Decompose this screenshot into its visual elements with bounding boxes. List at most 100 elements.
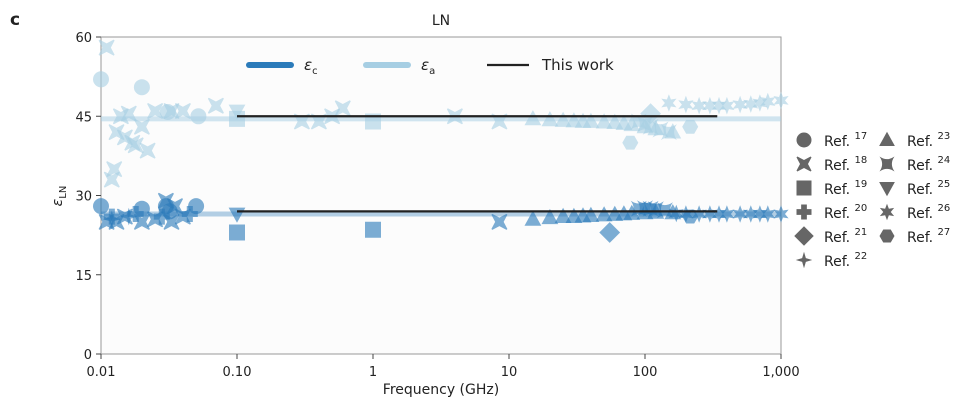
point-ref26-eps-a — [691, 96, 707, 115]
axes: 0.01 0.10 1 10 100 1,000 0 15 30 45 60 — [75, 31, 799, 380]
point-ref22-eps-c — [103, 210, 121, 229]
series-legend: εc εa This work — [246, 56, 614, 77]
point-ref27-eps-a — [682, 119, 699, 134]
panel-label: c — [10, 10, 20, 30]
point-ref18-eps-a — [127, 137, 144, 154]
point-ref18-eps-c — [157, 192, 174, 209]
point-ref23-eps-a — [623, 115, 641, 132]
y-tick-label: 15 — [75, 269, 92, 284]
point-ref27-eps-c — [682, 209, 699, 224]
point-ref26-eps-a — [732, 95, 748, 114]
point-ref26-eps-a — [773, 91, 789, 110]
y-tick-label: 0 — [84, 348, 92, 363]
point-ref22-eps-c — [120, 207, 138, 226]
this-work-lines — [237, 115, 718, 213]
point-ref18-eps-a — [133, 118, 150, 135]
y-tick-label: 60 — [75, 31, 92, 46]
point-ref26-eps-a — [702, 96, 718, 115]
legend-marker-ref18 — [796, 156, 812, 172]
point-ref18-eps-a — [147, 103, 164, 119]
point-ref23-eps-c — [582, 206, 600, 222]
point-ref18-eps-a — [334, 100, 351, 117]
point-ref26-eps-a — [752, 94, 768, 112]
x-tick-label: 0.10 — [223, 365, 252, 380]
point-ref25-eps-a — [228, 104, 246, 120]
point-ref17-eps-a — [93, 71, 109, 88]
legend-marker-ref17 — [796, 132, 812, 148]
point-ref18-eps-a — [491, 113, 508, 130]
legend-marker-ref23 — [879, 131, 895, 146]
point-ref18-eps-a — [310, 113, 327, 130]
point-ref26-eps-c — [743, 205, 759, 223]
point-ref21-eps-a — [640, 103, 661, 124]
legend-label-ref24: Ref. 24 — [907, 155, 950, 174]
point-ref26-eps-c — [732, 205, 748, 223]
point-ref26-eps-a — [743, 95, 759, 113]
point-ref21-eps-c — [599, 222, 621, 243]
legend-marker-ref26 — [879, 203, 895, 221]
point-ref18-eps-c — [167, 198, 183, 215]
y-tick-label: 30 — [75, 190, 92, 205]
point-ref26-eps-c — [760, 205, 776, 223]
y-axis-subscript: LN — [58, 186, 69, 199]
point-ref17-eps-a — [133, 79, 150, 96]
point-ref23-eps-a — [554, 111, 572, 127]
point-ref19-eps-c — [229, 224, 245, 241]
legend-label-ref22: Ref. 22 — [824, 251, 867, 270]
point-ref18-eps-a — [207, 97, 224, 114]
point-ref23-eps-a — [541, 111, 559, 127]
reference-legend: Ref. 17 Ref. 18 Ref. 19 Ref. 20 Ref. 21 Ref. … — [794, 131, 950, 270]
point-ref26-eps-c — [668, 204, 684, 223]
legend-marker-ref20 — [796, 204, 812, 220]
legend-marker-ref19 — [796, 180, 812, 196]
point-ref20-eps-c — [127, 206, 144, 222]
point-ref18-eps-a — [293, 113, 310, 130]
point-ref23-eps-c — [541, 208, 559, 225]
legend-label-eps-c: εc — [304, 56, 318, 77]
point-ref27-eps-a — [622, 135, 639, 150]
y-axis-label: εLN — [50, 186, 69, 207]
point-ref18-eps-a — [163, 103, 180, 119]
point-ref20-eps-c — [153, 208, 170, 225]
point-ref26-eps-c — [702, 205, 718, 223]
point-ref26-eps-c — [719, 205, 735, 223]
legend-label-this-work: This work — [541, 56, 614, 74]
point-ref26-eps-a — [661, 94, 677, 112]
point-ref20-eps-c — [181, 206, 198, 222]
legend-marker-ref21 — [794, 226, 814, 246]
x-tick-label: 1,000 — [762, 365, 799, 380]
point-ref26-eps-c — [691, 205, 707, 223]
point-ref23-eps-a — [524, 110, 542, 126]
legend-label-ref17: Ref. 17 — [824, 131, 867, 150]
point-ref17-eps-c — [93, 198, 109, 215]
legend-label-ref23: Ref. 23 — [907, 131, 950, 150]
point-ref18-eps-a — [98, 39, 115, 56]
point-ref18-eps-a — [139, 142, 156, 159]
point-ref17-eps-a — [190, 108, 207, 125]
legend-marker-ref27 — [879, 229, 895, 243]
point-ref18-eps-a — [106, 161, 123, 178]
point-ref24-eps-a — [660, 124, 677, 141]
point-ref19-eps-a — [365, 113, 381, 130]
x-tick-label: 1 — [369, 365, 377, 380]
point-ref26-eps-a — [678, 95, 694, 114]
point-ref18-eps-c — [491, 213, 508, 230]
point-ref23-eps-c — [554, 207, 572, 223]
point-ref26-eps-c — [773, 205, 789, 223]
point-ref26-eps-a — [719, 96, 735, 115]
x-tick-label: 100 — [633, 365, 658, 380]
legend-label-ref20: Ref. 20 — [824, 203, 867, 222]
x-axis-label: Frequency (GHz) — [383, 382, 499, 398]
point-ref26-eps-a — [711, 96, 727, 115]
y-axis-symbol: ε — [50, 198, 66, 206]
legend-label-eps-a: εa — [421, 56, 435, 77]
point-ref18-eps-a — [120, 105, 137, 122]
legend-marker-ref22 — [795, 251, 813, 269]
point-ref23-eps-a — [582, 112, 600, 128]
legend-label-ref18: Ref. 18 — [824, 155, 867, 174]
point-ref23-eps-a — [595, 113, 613, 129]
x-tick-label: 10 — [501, 365, 518, 380]
legend-marker-ref25 — [879, 182, 895, 197]
legend-marker-ref24 — [879, 156, 895, 172]
